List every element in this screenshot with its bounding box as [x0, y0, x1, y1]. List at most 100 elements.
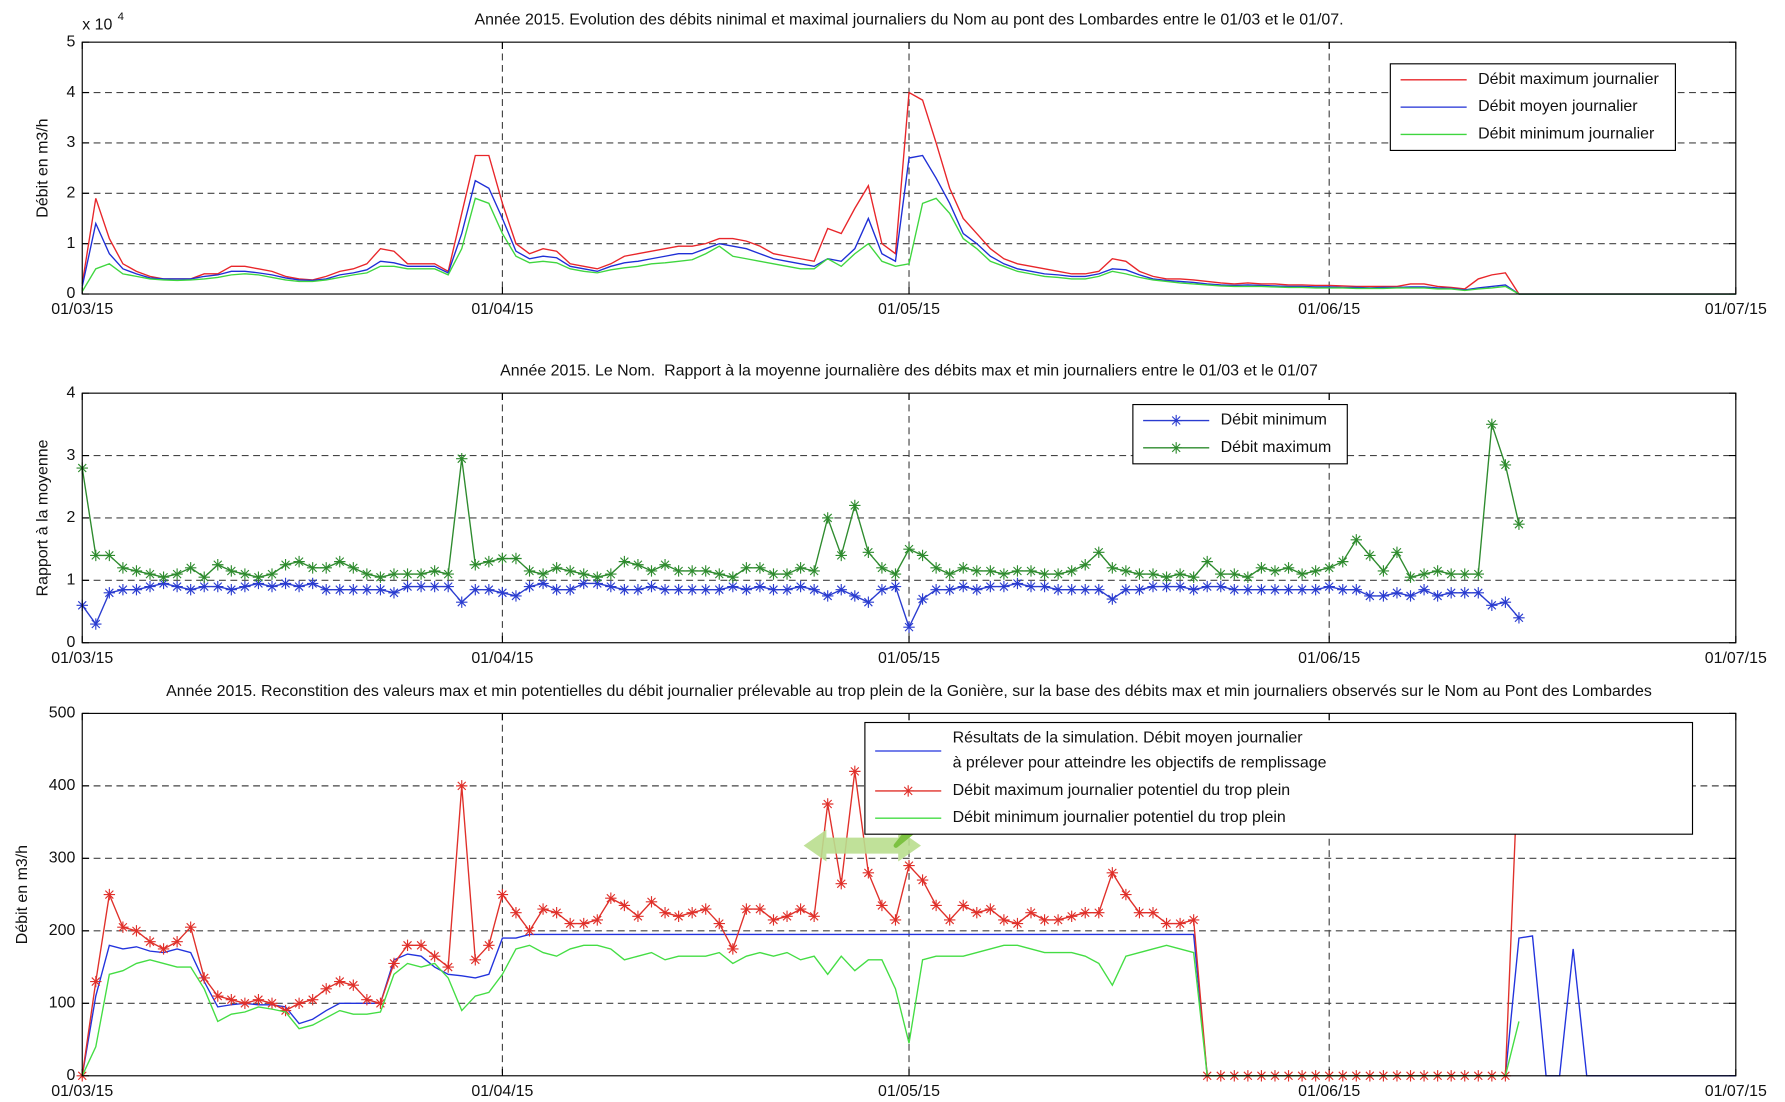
star-marker [1499, 459, 1512, 471]
star-marker [903, 543, 915, 555]
star-marker [1472, 587, 1484, 599]
star-marker [320, 562, 332, 574]
star-marker [943, 568, 956, 580]
star-marker [90, 549, 102, 562]
y-tick-label: 3 [67, 134, 76, 151]
legend-marker [1170, 442, 1182, 454]
star-marker [632, 584, 644, 596]
star-marker [1052, 584, 1064, 596]
star-marker [334, 975, 346, 988]
star-marker [1296, 584, 1308, 596]
star-marker [184, 921, 197, 933]
star-marker [347, 979, 360, 991]
star-marker [1269, 584, 1281, 596]
star-marker [1160, 571, 1173, 583]
legend-label-line: à prélever pour atteindre les objectifs … [953, 755, 1327, 772]
star-marker [591, 571, 603, 583]
star-marker [1174, 568, 1186, 580]
star-marker [916, 874, 929, 886]
star-marker [957, 899, 969, 912]
star-marker [442, 568, 454, 580]
star-marker [794, 580, 807, 593]
star-marker [835, 584, 847, 596]
star-marker [605, 580, 617, 593]
star-marker [1133, 568, 1146, 580]
y-tick-label: 2 [67, 509, 76, 526]
legend-label: Débit moyen journalier [1478, 98, 1638, 115]
legend-label: Débit minimum journalier [1478, 126, 1655, 143]
y-tick-label: 5 [67, 33, 76, 50]
y-tick-label: 2 [67, 184, 76, 201]
star-marker [1431, 565, 1444, 577]
series-line [81, 197, 1736, 295]
star-marker [564, 917, 576, 930]
star-marker [1025, 907, 1037, 919]
star-marker [1431, 590, 1444, 602]
star-marker [849, 590, 861, 602]
star-marker [822, 512, 834, 524]
x-tick-label: 01/03/15 [51, 301, 113, 318]
star-marker [252, 571, 265, 583]
star-marker [727, 571, 739, 583]
star-marker [1079, 559, 1091, 571]
star-marker [1309, 584, 1322, 596]
x-tick-label: 01/06/15 [1298, 301, 1360, 318]
legend: Débit minimum Débit maximum [1132, 403, 1348, 465]
star-marker [157, 571, 170, 583]
star-marker [1513, 612, 1525, 624]
plot-frame [81, 392, 1737, 644]
star-marker [1038, 568, 1051, 580]
star-marker [90, 975, 102, 988]
star-marker [1364, 590, 1376, 602]
star-marker [1391, 587, 1403, 599]
star-marker [1187, 571, 1200, 583]
star-marker [415, 580, 427, 593]
star-marker [523, 580, 536, 593]
star-marker [374, 571, 387, 583]
star-marker [1147, 907, 1159, 919]
x-tick-label: 01/06/15 [1298, 650, 1360, 667]
star-marker [1404, 571, 1417, 583]
star-marker [605, 568, 617, 580]
star-marker [659, 907, 671, 919]
star-marker [334, 584, 346, 596]
star-marker [998, 914, 1010, 926]
star-marker [1228, 568, 1241, 580]
star-marker [103, 888, 116, 901]
y-axis-label: Rapport à la moyenne [35, 439, 52, 596]
x-tick-label: 01/07/15 [1705, 301, 1767, 318]
star-marker [672, 584, 685, 596]
star-marker [252, 577, 265, 590]
star-marker [754, 580, 766, 593]
star-marker [632, 559, 644, 571]
star-marker [713, 584, 725, 596]
star-marker [1038, 914, 1051, 926]
star-marker [537, 903, 549, 915]
star-marker [686, 907, 698, 919]
star-marker [578, 568, 590, 580]
y-tick-label: 4 [67, 384, 76, 401]
star-marker [469, 559, 481, 571]
star-marker [605, 892, 617, 904]
star-marker [1201, 580, 1213, 593]
star-marker [794, 903, 807, 915]
star-marker [130, 925, 143, 937]
x-tick-label: 01/04/15 [471, 301, 533, 318]
star-marker [496, 587, 509, 599]
star-marker [713, 568, 725, 580]
star-marker [1228, 584, 1241, 596]
star-marker [727, 580, 739, 593]
plot-frame [81, 41, 1737, 295]
star-marker [672, 910, 685, 923]
star-marker [767, 914, 780, 926]
star-marker [1350, 584, 1362, 596]
star-marker [442, 580, 454, 593]
star-marker [1418, 584, 1430, 596]
star-marker [279, 559, 292, 571]
x-tick-label: 01/05/15 [878, 1083, 940, 1100]
legend: Débit maximum journalier Débit moyen jour… [1389, 63, 1676, 151]
star-marker [767, 584, 780, 596]
legend-label-line: Débit maximum [1221, 439, 1332, 456]
legend-label-line: Résultats de la simulation. Débit moyen … [953, 730, 1304, 747]
star-marker [456, 596, 468, 608]
